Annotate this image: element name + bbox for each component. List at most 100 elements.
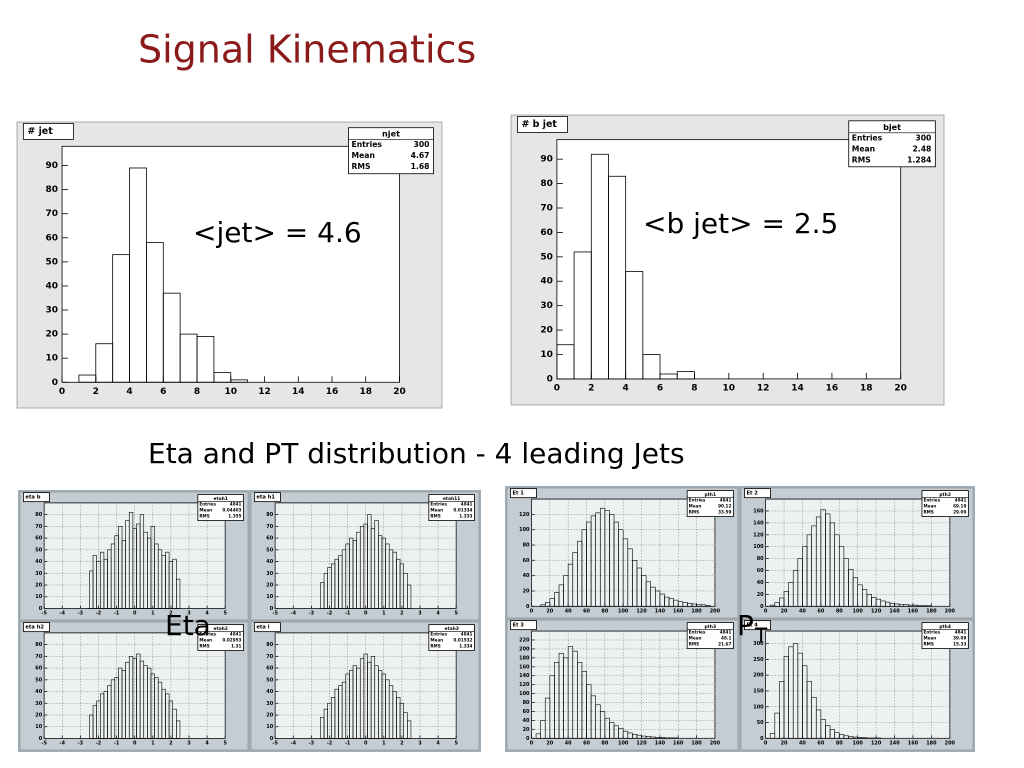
x-tick-label: 140 (889, 740, 900, 746)
x-tick-label: -2 (96, 610, 102, 616)
y-tick-label: 0 (39, 606, 43, 612)
x-tick-label: 200 (710, 608, 721, 614)
histogram-chart: 0 50 100 150 200 250 300 0 20 40 60 80 100 120 140 160 1… (740, 619, 974, 751)
x-tick-label: 4 (436, 740, 440, 746)
x-tick-label: 2 (93, 387, 99, 397)
x-tick-label: 5 (454, 740, 458, 746)
annotation: T (754, 624, 768, 648)
y-axis-label: eta l (256, 625, 269, 631)
y-tick-label: 80 (266, 642, 273, 648)
stats-label: RMS (689, 642, 699, 647)
y-tick-label: 160 (519, 664, 530, 670)
stats-label: Entries (923, 630, 940, 635)
y-tick-label: 0 (547, 374, 553, 384)
x-tick-label: 20 (546, 740, 553, 746)
y-tick-label: 80 (757, 556, 764, 562)
histogram-chart: 0 10 20 30 40 50 60 70 80 90 0 2 4 6 8 10 12 14 16 18 20 # je… (16, 121, 443, 409)
y-tick-label: 60 (523, 709, 530, 715)
y-tick-label: 40 (540, 277, 553, 287)
ylabel-box (22, 123, 74, 140)
y-tick-label: 0 (52, 378, 58, 388)
x-tick-label: 14 (292, 387, 305, 397)
stats-box (197, 624, 244, 651)
x-tick-label: 16 (326, 387, 339, 397)
stats-label: Mean (352, 151, 375, 160)
plot-area (61, 145, 400, 383)
hist-bin (230, 379, 249, 383)
stats-value: 0.01334 (453, 508, 472, 513)
stats-label: Entries (689, 498, 706, 503)
x-tick-label: 40 (565, 740, 572, 746)
stats-value: 90.12 (718, 504, 731, 509)
x-tick-label: 80 (836, 608, 843, 614)
y-tick-label: 140 (519, 673, 530, 679)
stats-label: RMS (199, 644, 209, 649)
annotation: P (737, 609, 754, 642)
x-tick-label: 80 (601, 740, 608, 746)
y-tick-label: 180 (519, 655, 530, 661)
y-tick-label: 60 (540, 228, 553, 238)
y-tick-label: 30 (266, 701, 273, 707)
x-tick-label: 0 (364, 740, 368, 746)
x-tick-label: 160 (908, 608, 919, 614)
y-tick-label: 150 (753, 688, 764, 694)
x-tick-label: 5 (223, 610, 227, 616)
hist-bin (176, 720, 181, 739)
x-tick-label: 0 (133, 610, 137, 616)
stats-value: 0.02953 (222, 638, 241, 643)
stats-value: 4841 (955, 630, 967, 635)
y-tick-label: 0 (526, 604, 530, 610)
ylabel-box (23, 622, 50, 633)
histogram-chart: 0 20 40 60 80 100 120 0 20 40 60 80 100 120 140 160 180 2… (506, 487, 739, 619)
x-tick-label: 2 (169, 740, 172, 746)
x-tick-label: -5 (272, 740, 278, 746)
hist-bin (213, 372, 232, 383)
y-tick-label: 50 (266, 547, 273, 553)
x-tick-label: 40 (799, 740, 806, 746)
x-tick-label: 0 (530, 608, 534, 614)
y-tick-label: 0 (760, 736, 764, 742)
stats-value: 300 (414, 140, 430, 149)
stats-label: RMS (923, 510, 933, 515)
y-tick-label: 80 (523, 543, 530, 549)
stats-label: Mean (430, 638, 443, 643)
x-tick-label: -4 (291, 740, 297, 746)
stats-title: etah1 (213, 496, 227, 502)
y-tick-label: 100 (753, 704, 764, 710)
stats-label: Mean (199, 508, 212, 513)
hist-bin (196, 336, 215, 383)
y-tick-label: 80 (46, 185, 59, 195)
y-tick-label: 10 (46, 354, 59, 364)
y-tick-label: 20 (540, 326, 553, 336)
stats-label: Mean (689, 636, 702, 641)
y-axis-label: eta b (25, 495, 40, 501)
x-tick-label: -4 (291, 610, 297, 616)
x-tick-label: 18 (359, 387, 372, 397)
y-tick-label: 10 (540, 350, 553, 360)
x-tick-label: 0 (764, 740, 768, 746)
y-tick-label: 30 (35, 701, 42, 707)
hist-bin (642, 354, 661, 380)
y-tick-label: 120 (519, 682, 530, 688)
stats-box (921, 490, 969, 518)
x-tick-label: 20 (393, 387, 406, 397)
stats-value: 1.284 (907, 155, 931, 164)
x-tick-label: 0 (554, 383, 560, 393)
x-tick-label: 1 (151, 740, 155, 746)
stats-value: 1.334 (459, 644, 472, 649)
stats-label: Mean (923, 636, 936, 641)
stats-label: Entries (352, 140, 383, 149)
stats-value: 2.48 (912, 144, 931, 153)
y-axis-label: Et 2 (746, 491, 758, 497)
stats-box (686, 490, 734, 518)
y-tick-label: 80 (266, 512, 273, 518)
x-tick-label: 180 (691, 608, 702, 614)
stats-value: 0.01532 (453, 638, 472, 643)
x-tick-label: 2 (400, 740, 403, 746)
x-tick-label: 140 (889, 608, 900, 614)
stats-label: Entries (199, 502, 216, 507)
stats-title: njet (382, 129, 400, 139)
stats-title: etah3 (444, 626, 458, 632)
y-tick-label: 90 (540, 155, 553, 165)
